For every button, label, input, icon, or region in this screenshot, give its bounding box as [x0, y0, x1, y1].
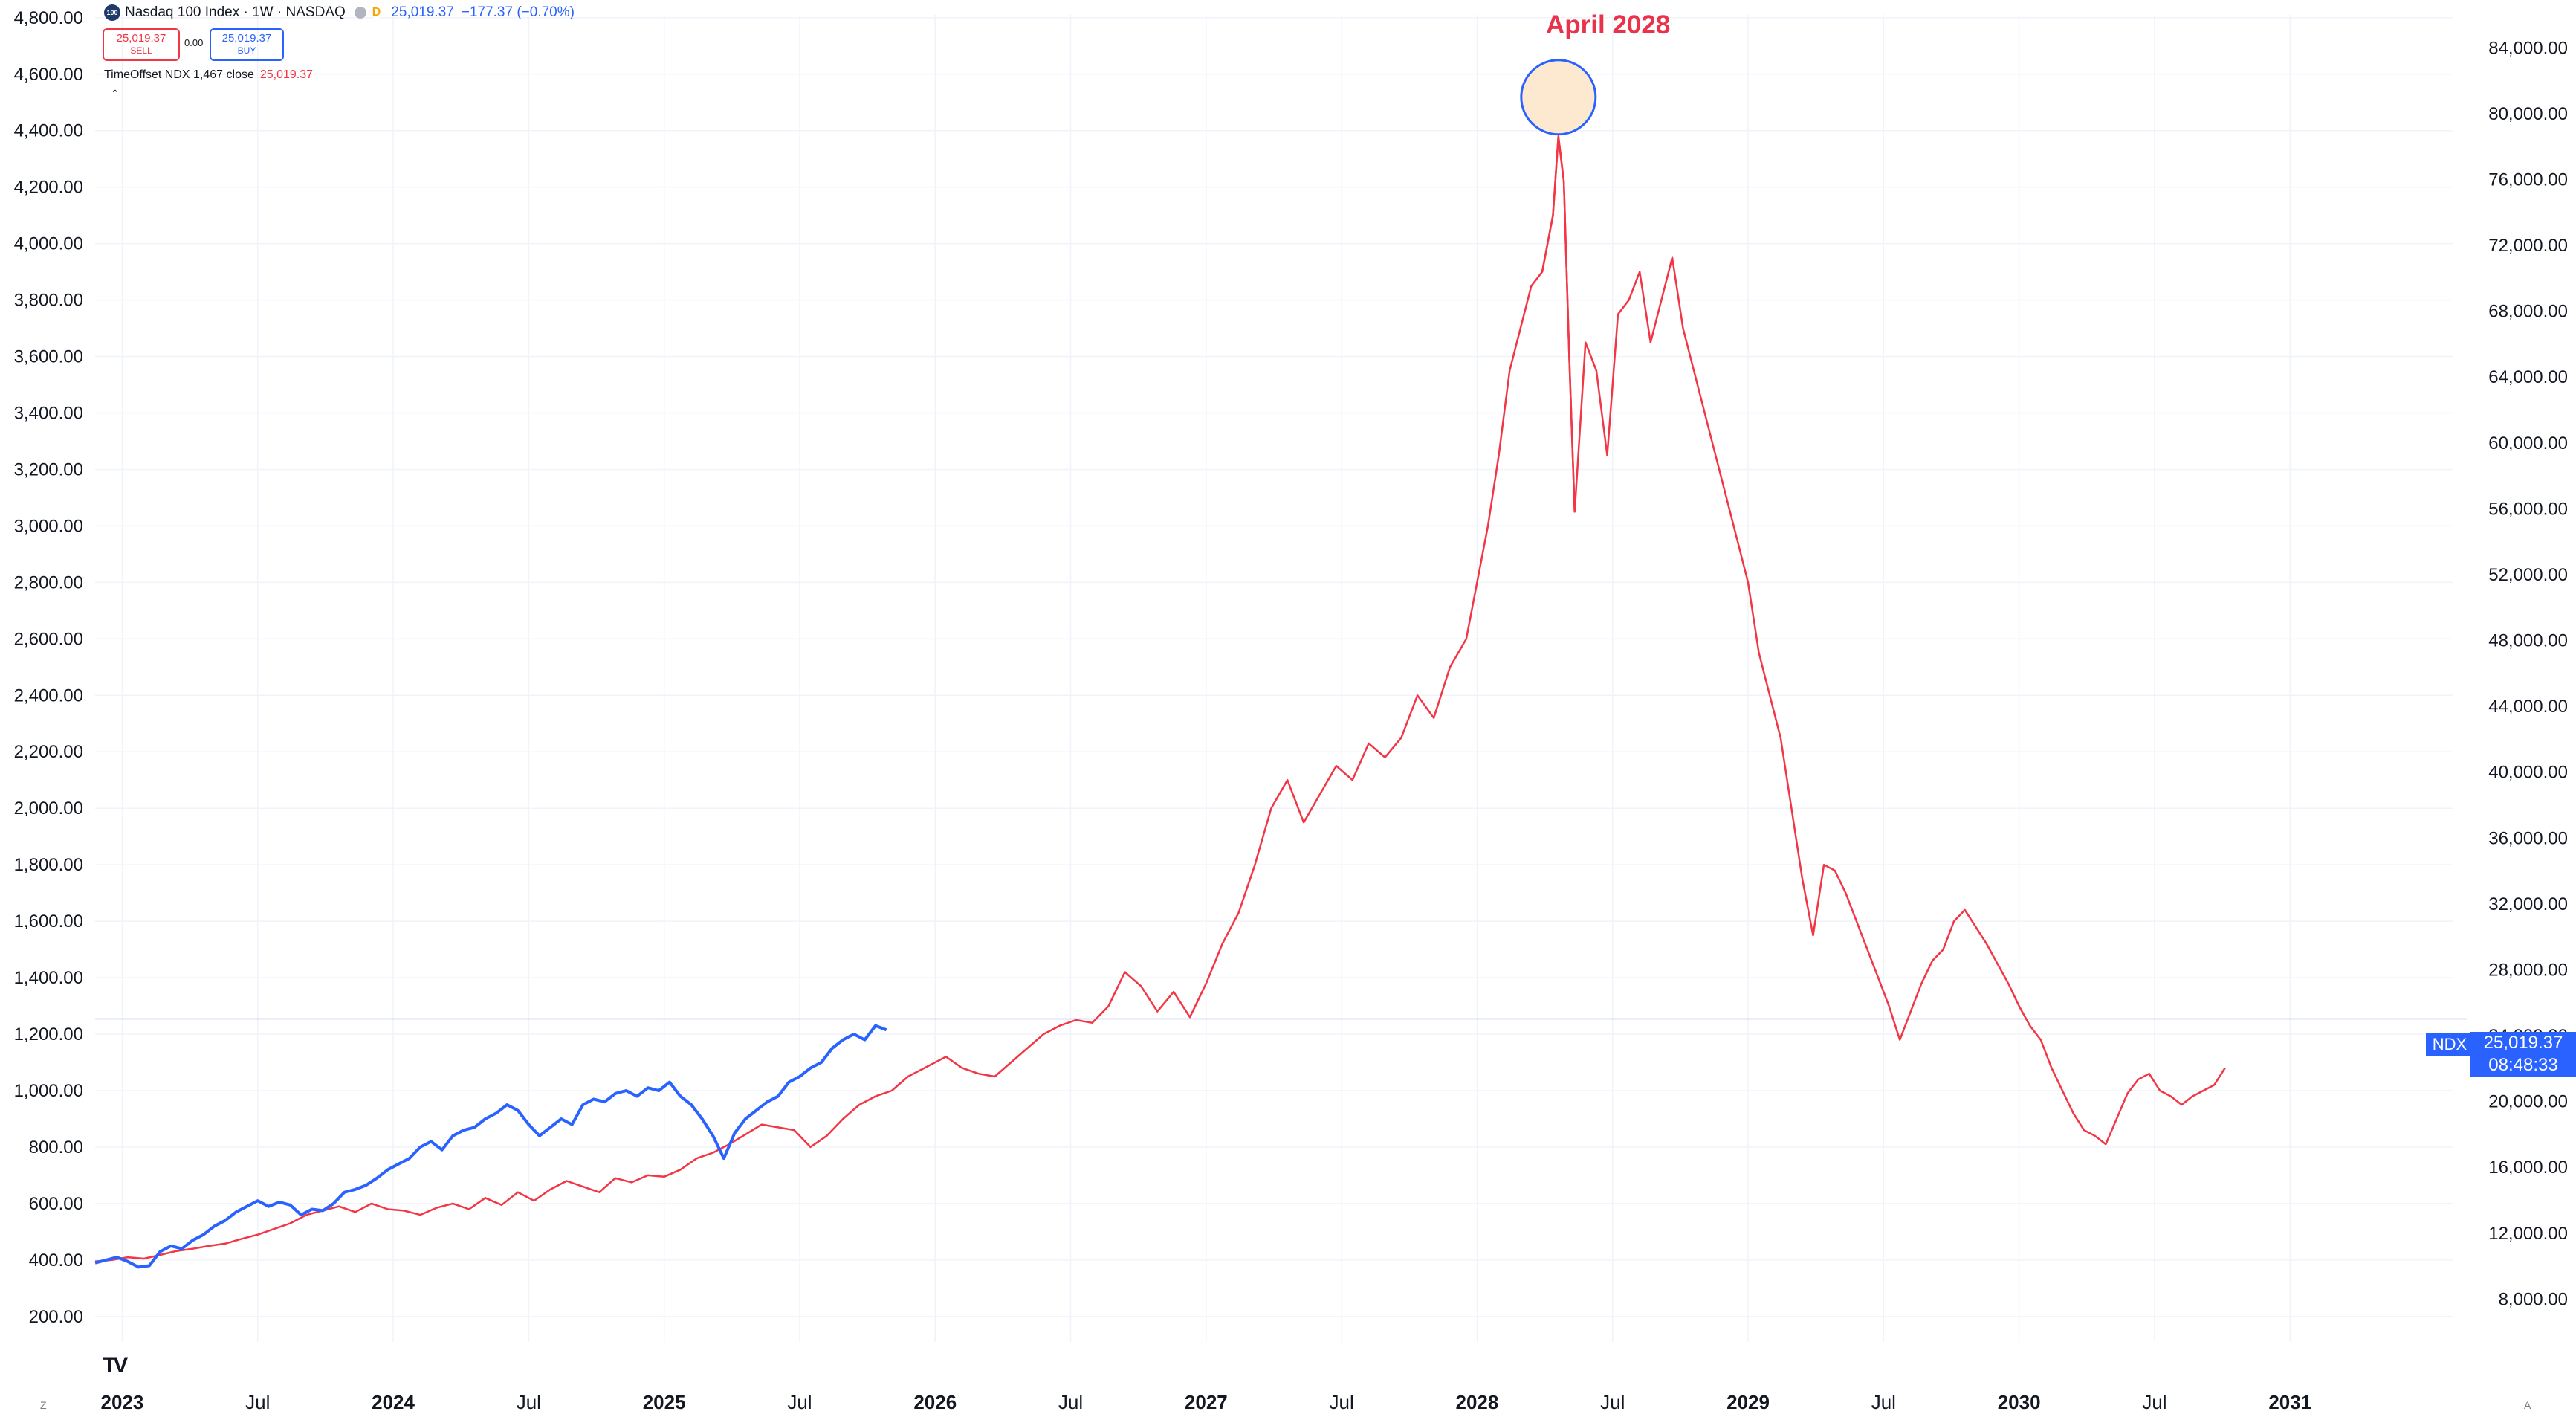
left-axis-tick-label: 2,800.00	[14, 572, 83, 593]
time-axis-tick-label: 2031	[2268, 1391, 2311, 1413]
tradingview-logo-icon[interactable]: TV	[103, 1353, 128, 1378]
right-axis-tick-label: 48,000.00	[2488, 631, 2568, 651]
peak-highlight-circle[interactable]	[1520, 59, 1597, 136]
left-axis-tick-label: 3,600.00	[14, 347, 83, 367]
time-axis-tick-label: 2028	[1456, 1391, 1499, 1413]
study-value: 25,019.37	[259, 68, 314, 81]
right-axis-tick-label: 44,000.00	[2488, 697, 2568, 717]
time-axis-tick-label: Jul	[2142, 1391, 2166, 1413]
symbol-title[interactable]: Nasdaq 100 Index · 1W · NASDAQ	[125, 4, 346, 20]
legend-row: 100 Nasdaq 100 Index · 1W · NASDAQ D 25,…	[104, 4, 575, 21]
buy-button[interactable]: 25,019.37 BUY	[210, 28, 284, 61]
time-axis-tick-label: Jul	[1871, 1391, 1896, 1413]
time-axis-tick-label: 2023	[101, 1391, 144, 1413]
right-axis-tick-label: 12,000.00	[2488, 1224, 2568, 1244]
time-axis-tick-label: Jul	[517, 1391, 541, 1413]
right-axis-tick-label: 84,000.00	[2488, 38, 2568, 58]
market-status-icon	[354, 7, 366, 19]
right-price-axis[interactable]: 84,000.00 80,000.00 76,000.00 72,000.00 68,0…	[2488, 38, 2568, 1309]
left-axis-tick-label: 200.00	[29, 1307, 83, 1327]
left-axis-tick-label: 3,400.00	[14, 404, 83, 424]
right-axis-tick-label: 68,000.00	[2488, 302, 2568, 322]
left-axis-tick-label: 2,400.00	[14, 685, 83, 706]
right-axis-tick-label: 76,000.00	[2488, 170, 2568, 190]
sell-label: SELL	[130, 45, 152, 56]
right-axis-tick-label: 56,000.00	[2488, 499, 2568, 519]
time-axis-tick-label: Jul	[1330, 1391, 1354, 1413]
left-axis-tick-label: 4,600.00	[14, 65, 83, 85]
sell-button[interactable]: 25,019.37 SELL	[103, 28, 180, 61]
sell-price: 25,019.37	[116, 32, 166, 45]
right-axis-tick-label: 20,000.00	[2488, 1092, 2568, 1112]
blue-series-line[interactable]	[94, 1024, 887, 1269]
left-axis-tick-label: 3,000.00	[14, 516, 83, 536]
left-axis-tick-label: 4,800.00	[14, 8, 83, 28]
time-axis-tick-label: 2030	[1998, 1391, 2041, 1413]
time-axis-tick-label: Jul	[245, 1391, 270, 1413]
time-axis-tick-label: 2024	[372, 1391, 415, 1413]
right-axis-tick-label: 80,000.00	[2488, 104, 2568, 124]
left-axis-tick-label: 2,600.00	[14, 629, 83, 649]
current-price-tag: 25,019.37	[2470, 1032, 2576, 1054]
time-axis-tick-label: 2025	[643, 1391, 686, 1413]
time-axis-tick-label: 2026	[913, 1391, 957, 1413]
left-axis-tick-label: 1,600.00	[14, 911, 83, 932]
symbol-price-tag: NDX	[2426, 1033, 2473, 1056]
time-axis-tick-label: 2029	[1726, 1391, 1770, 1413]
left-axis-tick-label: 3,200.00	[14, 459, 83, 480]
time-axis-tick-label: 2027	[1185, 1391, 1228, 1413]
time-axis[interactable]: 2023 Jul 2024 Jul 2025 Jul 2026 Jul 2027 Jul 2028 J…	[101, 1391, 2312, 1413]
left-axis-tick-label: 4,200.00	[14, 178, 83, 198]
collapse-legend-icon[interactable]: ⌃	[111, 88, 120, 100]
study-label: TimeOffset NDX 1,467 close	[104, 68, 254, 81]
left-axis-tick-label: 400.00	[29, 1250, 83, 1271]
left-axis-tick-label: 4,000.00	[14, 234, 83, 254]
time-axis-tick-label: Jul	[787, 1391, 812, 1413]
spread-value: 0.00	[184, 37, 204, 48]
right-axis-tick-label: 72,000.00	[2488, 236, 2568, 256]
left-axis-tick-label: 600.00	[29, 1194, 83, 1214]
right-axis-tick-label: 40,000.00	[2488, 763, 2568, 783]
buy-label: BUY	[237, 45, 256, 56]
price-change: −177.37 (−0.70%)	[461, 4, 575, 20]
left-axis-tick-label: 1,800.00	[14, 855, 83, 875]
auto-scale-icon[interactable]: A	[2524, 1399, 2531, 1411]
annotation-text[interactable]: April 2028	[1546, 10, 1671, 39]
right-axis-tick-label: 36,000.00	[2488, 828, 2568, 848]
last-price: 25,019.37	[391, 4, 454, 20]
right-axis-tick-label: 16,000.00	[2488, 1158, 2568, 1178]
study-legend[interactable]: TimeOffset NDX 1,467 close 25,019.37	[104, 68, 313, 82]
bar-countdown: 08:48:33	[2470, 1054, 2576, 1077]
buy-price: 25,019.37	[221, 32, 272, 45]
right-axis-tick-label: 28,000.00	[2488, 960, 2568, 980]
left-axis-tick-label: 1,400.00	[14, 968, 83, 988]
left-axis-tick-label: 1,200.00	[14, 1024, 83, 1045]
left-price-axis[interactable]: 4,800.00 4,600.00 4,400.00 4,200.00 4,000.00…	[14, 8, 83, 1327]
grid-lines	[95, 15, 2453, 1342]
red-series-line[interactable]	[94, 135, 2226, 1263]
left-axis-tick-label: 2,200.00	[14, 742, 83, 762]
time-axis-tick-label: Jul	[1058, 1391, 1083, 1413]
right-axis-tick-label: 60,000.00	[2488, 433, 2568, 453]
right-axis-tick-label: 32,000.00	[2488, 894, 2568, 914]
left-axis-tick-label: 2,000.00	[14, 798, 83, 819]
left-axis-tick-label: 3,800.00	[14, 291, 83, 311]
data-delay-badge: D	[372, 6, 381, 19]
series-layer	[94, 135, 2226, 1269]
nasdaq-logo-icon: 100	[104, 4, 120, 21]
right-axis-tick-label: 52,000.00	[2488, 565, 2568, 585]
timezone-icon[interactable]: Z	[40, 1399, 47, 1411]
left-axis-tick-label: 1,000.00	[14, 1081, 83, 1101]
peak-series-segment	[1541, 136, 1576, 512]
left-axis-tick-label: 4,400.00	[14, 121, 83, 141]
left-axis-tick-label: 800.00	[29, 1137, 83, 1158]
right-axis-tick-label: 64,000.00	[2488, 367, 2568, 387]
peak-highlight	[1520, 59, 1597, 512]
right-axis-tick-label: 8,000.00	[2499, 1289, 2568, 1309]
time-axis-tick-label: Jul	[1600, 1391, 1625, 1413]
